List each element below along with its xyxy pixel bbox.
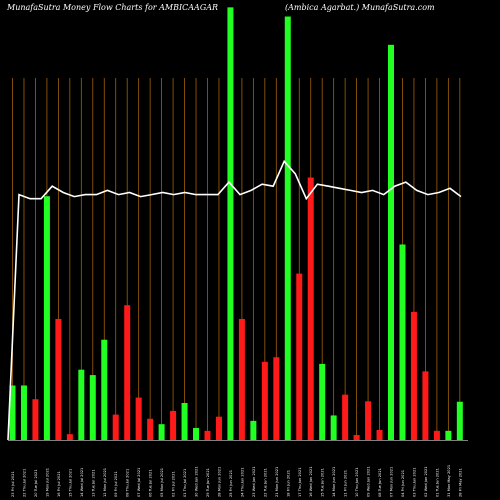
bar-down <box>66 434 73 440</box>
x-tick-label: 16 Fri Jul 2021 <box>57 471 61 497</box>
x-tick-label: 01 Tue Jun 2021 <box>435 468 439 497</box>
bar-up <box>9 385 16 440</box>
x-tick-label: 28 Fri May 2021 <box>458 468 462 497</box>
x-tick-label: 23 Wed Jun 2021 <box>252 466 256 497</box>
x-tick-label: 04 Fri Jun 2021 <box>401 470 405 497</box>
x-tick-label: 20 Tue Jul 2021 <box>34 469 38 497</box>
bar-up <box>158 424 165 440</box>
x-tick-label: 28 Mon Jun 2021 <box>217 467 221 497</box>
bar-down <box>353 435 360 440</box>
bar-up <box>193 427 200 440</box>
x-tick-label: 18 Fri Jun 2021 <box>286 470 290 497</box>
x-tick-label: 02 Wed Jun 2021 <box>424 466 428 497</box>
bar-down <box>422 371 429 440</box>
bar-up <box>388 44 395 441</box>
bar-down <box>124 305 131 440</box>
bar-down <box>215 416 222 440</box>
bar-down <box>170 410 177 440</box>
bar-up <box>284 16 291 441</box>
bar-up <box>20 385 27 440</box>
bar-up <box>250 420 257 440</box>
x-tick-label: 06 Tue Jul 2021 <box>149 469 153 497</box>
x-tick-label: 31 Mon May 2021 <box>447 465 451 497</box>
bar-down <box>342 394 349 440</box>
bar-down <box>135 397 142 440</box>
bar-down <box>365 401 372 440</box>
x-tick-label: 05 Mon Jul 2021 <box>160 468 164 497</box>
bar-up <box>181 402 188 440</box>
x-tick-label: 25 Fri Jun 2021 <box>229 470 233 497</box>
x-tick-label: 22 Thu Jul 2021 <box>22 469 26 497</box>
bar-up <box>43 196 50 440</box>
bar-up <box>78 369 85 440</box>
x-tick-label: 12 Mon Jul 2021 <box>103 468 107 497</box>
bar-up <box>399 244 406 440</box>
x-tick-label: 09 Fri Jul 2021 <box>114 471 118 497</box>
bar-down <box>55 318 62 440</box>
x-tick-label: 09 Wed Jun 2021 <box>367 466 371 497</box>
x-tick-label: 11 Fri Jun 2021 <box>344 470 348 497</box>
x-tick-label: 01 Thu Jul 2021 <box>183 469 187 497</box>
x-tick-label: 23 Fri Jul 2021 <box>11 471 15 497</box>
x-tick-label: 29 Tue Jun 2021 <box>206 468 210 497</box>
x-tick-label: 08 Tue Jun 2021 <box>378 468 382 497</box>
bar-down <box>147 418 154 440</box>
money-flow-line <box>7 159 462 441</box>
x-tick-label: 17 Thu Jun 2021 <box>298 467 302 497</box>
x-tick-label: 13 Tue Jul 2021 <box>91 469 95 497</box>
bar-down <box>410 311 417 440</box>
x-tick-label: 19 Mon Jul 2021 <box>45 468 49 497</box>
x-tick-label: 07 Wed Jul 2021 <box>137 468 141 497</box>
bar-down <box>376 430 383 440</box>
x-tick-label: 14 Wed Jul 2021 <box>80 468 84 497</box>
bar-down <box>433 430 440 440</box>
bar-series <box>9 7 463 441</box>
bar-up <box>227 7 234 441</box>
chart-title: MunafaSutra Money Flow Charts for AMBICA… <box>6 3 218 12</box>
bar-down <box>273 357 280 440</box>
bar-down <box>112 414 119 440</box>
bar-down <box>261 361 268 440</box>
x-tick-label: 22 Tue Jun 2021 <box>263 468 267 497</box>
x-tick-label: 24 Thu Jun 2021 <box>240 467 244 497</box>
chart-subtitle: (Ambica Agarbat.) MunafaSutra.com <box>285 3 435 12</box>
x-tick-label: 08 Thu Jul 2021 <box>126 469 130 497</box>
x-tick-label: 10 Thu Jun 2021 <box>355 467 359 497</box>
bar-up <box>89 375 96 440</box>
bar-down <box>307 177 314 440</box>
x-tick-label: 02 Fri Jul 2021 <box>172 471 176 497</box>
bar-down <box>204 430 211 440</box>
x-tick-label: 15 Thu Jul 2021 <box>68 469 72 497</box>
x-tick-labels: 23 Fri Jul 2021 22 Thu Jul 2021 20 Tue Jul… <box>11 465 462 497</box>
bar-up <box>330 415 337 440</box>
x-tick-label: 15 Tue Jun 2021 <box>321 468 325 497</box>
x-tick-label: 14 Mon Jun 2021 <box>332 467 336 497</box>
bar-up <box>101 339 108 440</box>
bar-up <box>456 401 463 440</box>
bar-up <box>319 363 326 440</box>
bar-down <box>296 273 303 440</box>
bar-down <box>238 318 245 440</box>
x-tick-label: 30 Wed Jun 2021 <box>195 466 199 497</box>
x-tick-label: 03 Thu Jun 2021 <box>412 467 416 497</box>
bar-down <box>32 399 39 440</box>
x-tick-label: 07 Mon Jun 2021 <box>390 467 394 497</box>
x-tick-label: 16 Wed Jun 2021 <box>309 466 313 497</box>
x-tick-label: 21 Mon Jun 2021 <box>275 467 279 497</box>
bar-up <box>445 430 452 440</box>
